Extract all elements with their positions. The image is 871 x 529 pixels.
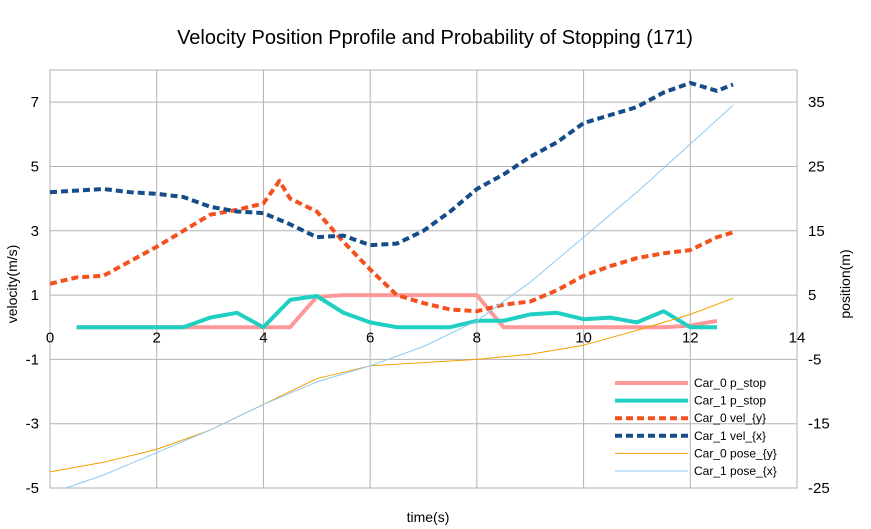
y-tick-label: 7 [31,94,39,111]
series-line-2 [49,178,734,314]
x-tick-label: 12 [682,330,699,347]
legend-label-3: Car_1 vel_{x} [694,429,766,443]
y2-tick-label: 35 [808,94,825,111]
x-tick-label: 4 [259,330,267,347]
x-tick-label: 10 [575,330,592,347]
x-tick-label: 6 [366,330,374,347]
series-line-0 [76,293,718,330]
legend-label-5: Car_1 pose_{x} [694,464,777,478]
legend-label-1: Car_1 p_stop [694,394,766,408]
series-line-5 [65,105,734,489]
series-line-3 [49,80,734,248]
x-tick-label: 8 [473,330,481,347]
grid-lines [49,69,798,489]
y-tick-label: 3 [31,223,39,240]
legend: Car_0 p_stop Car_1 p_stop Car_0 vel_{y} Car… [615,376,777,478]
y-axis-label: velocity(m/s) [4,245,20,324]
x-tick-label: 0 [46,330,54,347]
legend-label-2: Car_0 vel_{y} [694,411,766,425]
series-lines [49,80,734,489]
y2-tick-label: -5 [808,351,821,368]
x-tick-label: 14 [789,330,806,347]
y-tick-label: -3 [26,416,39,433]
y2-tick-label: 5 [808,287,816,304]
y2-tick-label: -25 [808,480,830,497]
y-tick-label: -5 [26,480,39,497]
series-line-4 [49,297,734,473]
y-tick-label: 1 [31,287,39,304]
y2-axis-label: position(m) [837,249,853,318]
series-line-1 [76,294,717,330]
y-tick-label: 5 [31,158,39,175]
legend-label-4: Car_0 pose_{y} [694,446,777,460]
x-axis-label: time(s) [407,509,450,525]
plot-frame [49,69,798,489]
x-tick-label: 2 [153,330,161,347]
y2-tick-label: -15 [808,416,830,433]
y2-tick-label: 25 [808,158,825,175]
y2-tick-label: 15 [808,223,825,240]
legend-label-0: Car_0 p_stop [694,376,766,390]
y-tick-label: -1 [26,351,39,368]
chart-title: Velocity Position Pprofile and Probabili… [177,27,693,49]
